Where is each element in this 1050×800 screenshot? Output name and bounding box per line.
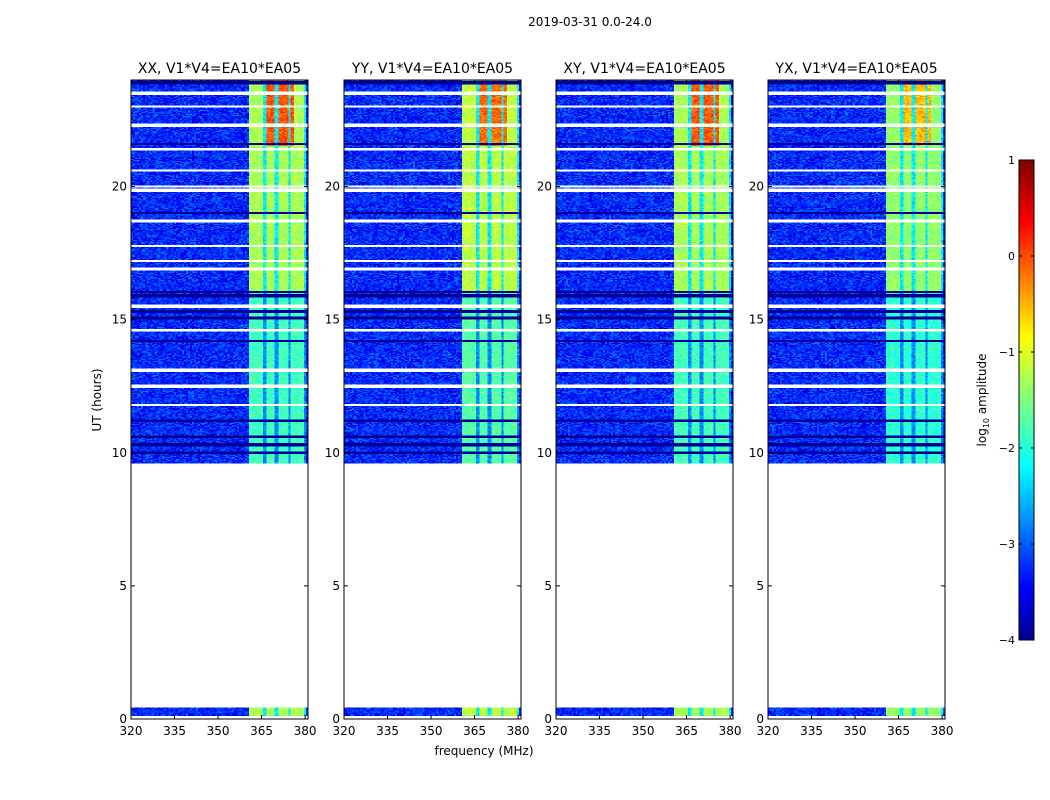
y-tick-label: 10 [325,446,340,460]
y-tick-label: 15 [325,313,340,327]
y-tick-label: 5 [119,579,127,593]
x-tick-label: 320 [757,724,780,738]
y-tick-label: 10 [537,446,552,460]
y-tick-label: 20 [537,180,552,194]
panel-frame [343,79,522,720]
colorbar-tick-label: 1 [1008,154,1015,167]
panel-title: XY, V1*V4=EA10*EA05 [563,61,725,77]
x-tick-label: 350 [632,724,655,738]
panel-frame [555,79,734,720]
heatmap-image [768,80,945,719]
x-tick-label: 350 [420,724,443,738]
figure-title: 2019-03-31 0.0-24.0 [528,15,652,29]
y-tick-label: 10 [112,446,127,460]
colorbar-tick-label: −1 [999,346,1015,359]
panel-2: YY, V1*V4=EA10*EA05 320 335 350 365 380 0 5 10 15… [325,61,530,738]
x-tick-label: 380 [719,724,742,738]
heatmap-image [131,80,308,719]
panel-title: XX, V1*V4=EA10*EA05 [138,61,301,77]
y-tick-label: 20 [749,180,764,194]
x-tick-label: 365 [463,724,486,738]
colorbar: 1 0 −1 −2 −3 −4 log10 amplitude [975,154,1035,647]
panel-frame [130,79,309,720]
x-tick-label: 380 [294,724,317,738]
x-tick-label: 365 [250,724,273,738]
x-tick-label: 350 [844,724,867,738]
y-tick-label: 15 [112,313,127,327]
y-tick-label: 0 [119,712,127,726]
x-tick-label: 380 [507,724,530,738]
colorbar-tick-label: −4 [999,634,1015,647]
panels: XX, V1*V4=EA10*EA05 320 335 350 365 380 0 5 10 15… [112,61,954,738]
panel-4: YX, V1*V4=EA10*EA05 320 335 350 365 380 0 5 10 15… [749,61,954,738]
panel-title: YX, V1*V4=EA10*EA05 [774,61,937,77]
y-tick-label: 5 [332,579,340,593]
y-tick-label: 0 [332,712,340,726]
colorbar-gradient [1018,159,1035,641]
y-tick-label: 20 [325,180,340,194]
panel-title: YY, V1*V4=EA10*EA05 [351,61,513,77]
y-tick-label: 0 [544,712,552,726]
colorbar-tick-label: 0 [1008,250,1015,263]
y-tick-label: 0 [756,712,764,726]
colorbar-tick-label: −2 [999,442,1015,455]
colorbar-tick-label: −3 [999,538,1015,551]
panel-3: XY, V1*V4=EA10*EA05 320 335 350 365 380 0 5 10 15… [537,61,742,738]
y-tick-label: 20 [112,180,127,194]
x-tick-label: 335 [588,724,611,738]
heatmap-image [556,80,733,719]
x-tick-label: 335 [163,724,186,738]
y-axis-label: UT (hours) [90,368,104,431]
x-tick-label: 320 [120,724,143,738]
y-tick-label: 5 [756,579,764,593]
panel-frame [767,79,946,720]
x-axis-label: frequency (MHz) [434,744,533,758]
x-tick-label: 320 [545,724,568,738]
panel-1: XX, V1*V4=EA10*EA05 320 335 350 365 380 0 5 10 15… [112,61,317,738]
y-tick-label: 15 [537,313,552,327]
y-tick-label: 10 [749,446,764,460]
colorbar-label: log10 amplitude [975,354,991,447]
x-tick-label: 365 [675,724,698,738]
x-tick-label: 335 [376,724,399,738]
x-tick-label: 335 [800,724,823,738]
x-tick-label: 320 [333,724,356,738]
y-tick-label: 15 [749,313,764,327]
x-tick-label: 380 [931,724,954,738]
y-tick-label: 5 [544,579,552,593]
x-tick-label: 365 [887,724,910,738]
heatmap-image [344,80,521,719]
x-tick-label: 350 [207,724,230,738]
